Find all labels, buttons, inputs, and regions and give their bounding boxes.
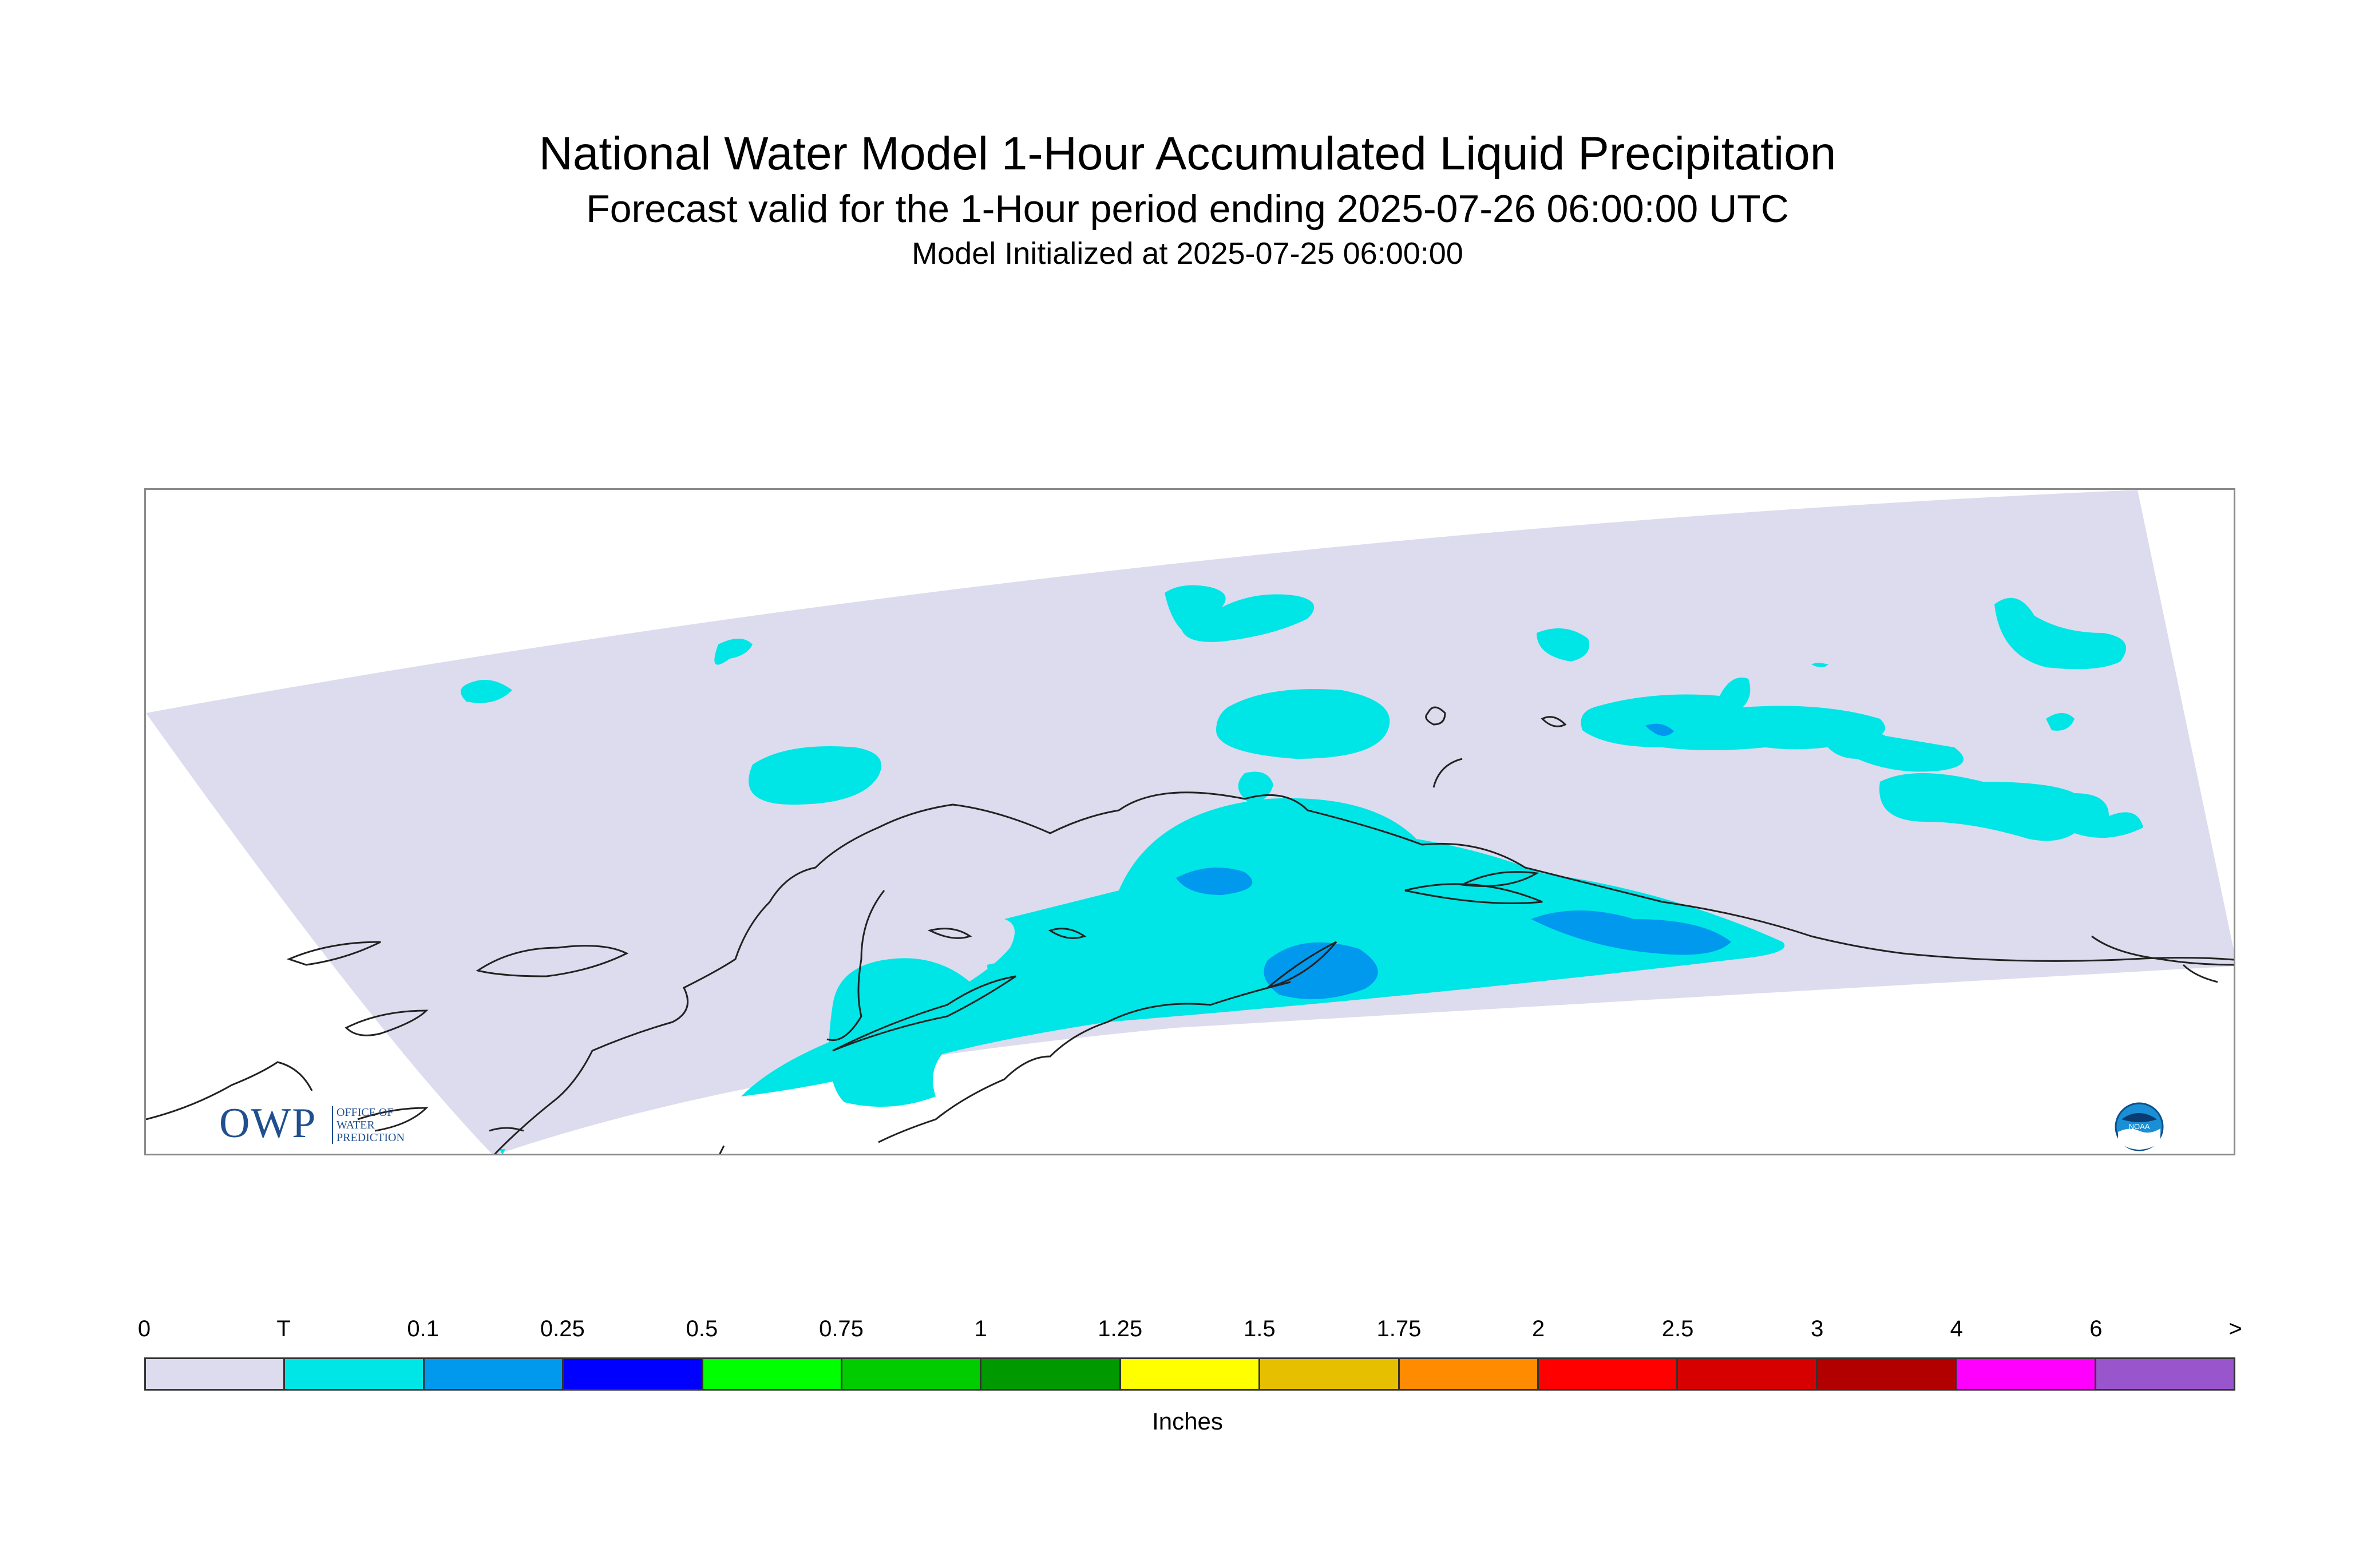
noaa-logo-text: NOAA bbox=[2129, 1122, 2150, 1131]
model-init-subtitle: Model Initialized at 2025-07-25 06:00:00 bbox=[912, 236, 1463, 271]
legend-swatch bbox=[1678, 1359, 1818, 1389]
owp-logo-text: OWP bbox=[219, 1100, 317, 1147]
legend-tick-label: T bbox=[276, 1316, 291, 1341]
owp-logo-subtext: OFFICE OF WATER PREDICTION bbox=[332, 1106, 405, 1144]
legend-tick-label: 0.75 bbox=[819, 1316, 864, 1341]
legend-tick-label: 2.5 bbox=[1661, 1316, 1694, 1341]
forecast-valid-subtitle: Forecast valid for the 1-Hour period end… bbox=[586, 187, 1789, 231]
owp-line-1: OFFICE OF bbox=[337, 1106, 394, 1119]
noaa-logo: NOAA bbox=[2115, 1102, 2164, 1151]
legend-swatch bbox=[2096, 1359, 2234, 1389]
coastlines bbox=[146, 706, 2234, 1154]
legend-swatch bbox=[1539, 1359, 1679, 1389]
legend-swatch bbox=[1817, 1359, 1957, 1389]
map-title: National Water Model 1-Hour Accumulated … bbox=[539, 128, 1836, 180]
legend-tick-label: 1.75 bbox=[1376, 1316, 1422, 1341]
precipitation-map bbox=[146, 490, 2234, 1154]
legend-tick-label: 3 bbox=[1811, 1316, 1824, 1341]
legend-tick-label: 1 bbox=[974, 1316, 987, 1341]
legend-tick-labels: 0 T 0.1 0.25 0.5 0.75 1 1.25 1.5 1.75 2 2.5 3 4 6 > bbox=[138, 1316, 2242, 1345]
legend-swatch bbox=[424, 1359, 564, 1389]
map-panel: OWP OFFICE OF WATER PREDICTION NOAA bbox=[144, 488, 2235, 1155]
light-blue-precip-areas bbox=[1176, 723, 1731, 999]
legend-swatch bbox=[981, 1359, 1121, 1389]
legend-swatch bbox=[1121, 1359, 1261, 1389]
legend-colorbar bbox=[144, 1357, 2235, 1391]
legend-tick-label: 4 bbox=[1950, 1316, 1963, 1341]
legend-swatch bbox=[146, 1359, 286, 1389]
legend-tick-label: > bbox=[2228, 1316, 2242, 1341]
legend-swatch bbox=[842, 1359, 982, 1389]
legend-swatch bbox=[703, 1359, 843, 1389]
legend-unit-label: Inches bbox=[1152, 1408, 1223, 1435]
legend-tick-label: 0.1 bbox=[407, 1316, 439, 1341]
legend-tick-label: 2 bbox=[1531, 1316, 1545, 1341]
legend-tick-label: 0 bbox=[137, 1316, 151, 1341]
legend-tick-label: 0.5 bbox=[686, 1316, 718, 1341]
legend-tick-label: 0.25 bbox=[540, 1316, 585, 1341]
legend-swatch bbox=[1957, 1359, 2096, 1389]
legend-swatch bbox=[1399, 1359, 1539, 1389]
owp-line-3: PREDICTION bbox=[337, 1131, 405, 1144]
legend-swatch bbox=[285, 1359, 425, 1389]
legend-tick-label: 1.25 bbox=[1098, 1316, 1143, 1341]
legend-tick-label: 6 bbox=[2089, 1316, 2103, 1341]
legend-tick-label: 1.5 bbox=[1243, 1316, 1276, 1341]
legend-swatch bbox=[564, 1359, 703, 1389]
owp-line-2: WATER bbox=[337, 1119, 375, 1131]
owp-logo: OWP OFFICE OF WATER PREDICTION bbox=[219, 1100, 437, 1147]
legend-swatch bbox=[1260, 1359, 1400, 1389]
